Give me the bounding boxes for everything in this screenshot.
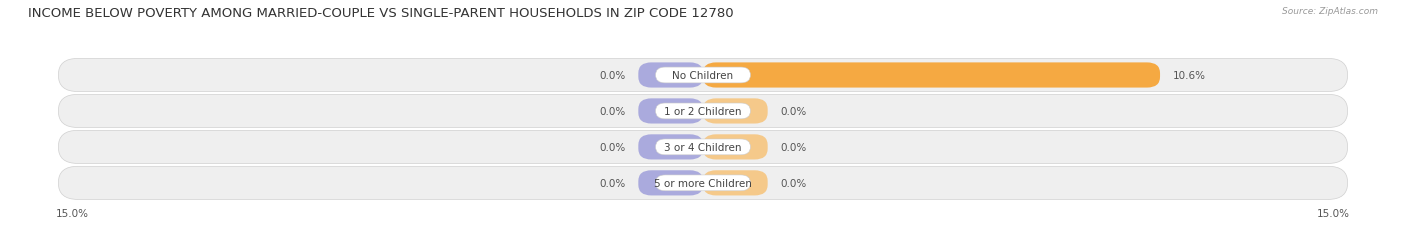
FancyBboxPatch shape bbox=[59, 167, 1347, 200]
FancyBboxPatch shape bbox=[703, 135, 768, 160]
FancyBboxPatch shape bbox=[59, 95, 1347, 128]
FancyBboxPatch shape bbox=[59, 59, 1347, 92]
FancyBboxPatch shape bbox=[655, 175, 751, 191]
Text: 0.0%: 0.0% bbox=[599, 106, 626, 116]
Text: 0.0%: 0.0% bbox=[599, 71, 626, 81]
Text: 1 or 2 Children: 1 or 2 Children bbox=[664, 106, 742, 116]
FancyBboxPatch shape bbox=[638, 135, 703, 160]
Text: 0.0%: 0.0% bbox=[780, 178, 807, 188]
FancyBboxPatch shape bbox=[655, 139, 751, 155]
FancyBboxPatch shape bbox=[703, 99, 768, 124]
FancyBboxPatch shape bbox=[655, 103, 751, 119]
Text: 3 or 4 Children: 3 or 4 Children bbox=[664, 142, 742, 152]
FancyBboxPatch shape bbox=[59, 131, 1347, 164]
Text: Source: ZipAtlas.com: Source: ZipAtlas.com bbox=[1282, 7, 1378, 16]
FancyBboxPatch shape bbox=[638, 63, 703, 88]
Text: INCOME BELOW POVERTY AMONG MARRIED-COUPLE VS SINGLE-PARENT HOUSEHOLDS IN ZIP COD: INCOME BELOW POVERTY AMONG MARRIED-COUPL… bbox=[28, 7, 734, 20]
Text: 15.0%: 15.0% bbox=[1317, 208, 1350, 218]
Text: No Children: No Children bbox=[672, 71, 734, 81]
FancyBboxPatch shape bbox=[703, 170, 768, 196]
FancyBboxPatch shape bbox=[655, 68, 751, 84]
Text: 0.0%: 0.0% bbox=[780, 106, 807, 116]
FancyBboxPatch shape bbox=[638, 99, 703, 124]
Text: 0.0%: 0.0% bbox=[780, 142, 807, 152]
Text: 0.0%: 0.0% bbox=[599, 142, 626, 152]
Text: 10.6%: 10.6% bbox=[1173, 71, 1206, 81]
FancyBboxPatch shape bbox=[703, 63, 1160, 88]
Text: 15.0%: 15.0% bbox=[56, 208, 89, 218]
Text: 0.0%: 0.0% bbox=[599, 178, 626, 188]
FancyBboxPatch shape bbox=[638, 170, 703, 196]
Text: 5 or more Children: 5 or more Children bbox=[654, 178, 752, 188]
